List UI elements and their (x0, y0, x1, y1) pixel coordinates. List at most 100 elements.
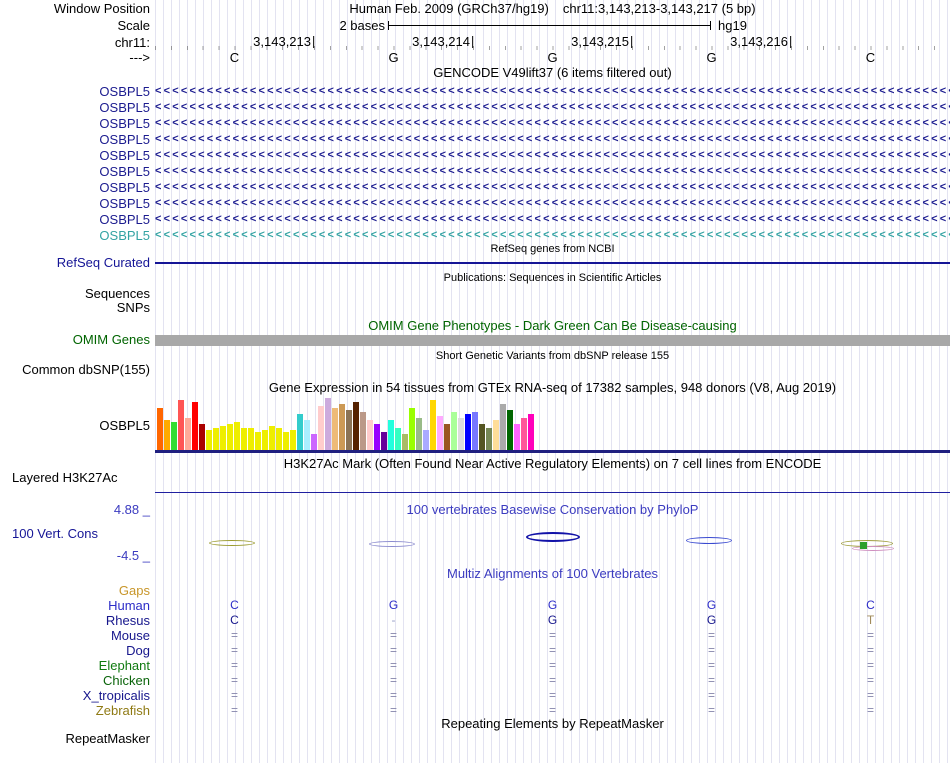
gene-label[interactable]: OSBPL5 (99, 228, 150, 243)
gene-row[interactable]: OSBPL5 <<<<<<<<<<<<<<<<<<<<<<<<<<<<<<<<<<… (0, 116, 950, 132)
gene-label[interactable]: OSBPL5 (99, 212, 150, 227)
gtex-tissue-bar[interactable] (458, 418, 464, 450)
gtex-tissue-bar[interactable] (248, 428, 254, 450)
gtex-tissue-bar[interactable] (374, 424, 380, 450)
gtex-tissue-bar[interactable] (262, 430, 268, 450)
gtex-tissue-bar[interactable] (192, 402, 198, 450)
gtex-tissue-bar[interactable] (339, 404, 345, 450)
gene-label[interactable]: OSBPL5 (99, 132, 150, 147)
species-label[interactable]: Zebrafish (95, 703, 150, 718)
gene-row[interactable]: OSBPL5 <<<<<<<<<<<<<<<<<<<<<<<<<<<<<<<<<<… (0, 132, 950, 148)
gtex-tissue-bar[interactable] (367, 420, 373, 450)
multiz-title[interactable]: Multiz Alignments of 100 Vertebrates (446, 566, 658, 581)
gtex-tissue-bar[interactable] (381, 432, 387, 450)
gene-label[interactable]: OSBPL5 (99, 100, 150, 115)
species-label[interactable]: Human (108, 598, 150, 613)
multiz-row-chicken[interactable]: Chicken = = = = = (0, 673, 950, 688)
gtex-tissue-bar[interactable] (388, 420, 394, 450)
gtex-tissue-bar[interactable] (276, 428, 282, 450)
species-label[interactable]: Chicken (103, 673, 150, 688)
gtex-tissue-bar[interactable] (416, 418, 422, 450)
gtex-tissue-bar[interactable] (346, 410, 352, 450)
multiz-row-mouse[interactable]: Mouse = = = = = (0, 628, 950, 643)
gene-label[interactable]: OSBPL5 (99, 116, 150, 131)
gtex-tissue-bar[interactable] (437, 416, 443, 450)
gene-label[interactable]: OSBPL5 (99, 84, 150, 99)
gtex-tissue-bar[interactable] (199, 424, 205, 450)
gtex-tissue-bar[interactable] (164, 420, 170, 450)
multiz-row-zebrafish[interactable]: Zebrafish = = = = = (0, 703, 950, 718)
refseq-title[interactable]: RefSeq genes from NCBI (490, 243, 615, 255)
gtex-tissue-bar[interactable] (465, 414, 471, 450)
snps-label[interactable]: SNPs (116, 300, 150, 315)
gene-label[interactable]: OSBPL5 (99, 148, 150, 163)
publications-title[interactable]: Publications: Sequences in Scientific Ar… (443, 272, 662, 284)
gtex-tissue-bar[interactable] (479, 424, 485, 450)
gtex-chart[interactable] (155, 395, 950, 450)
gtex-tissue-bar[interactable] (395, 428, 401, 450)
h3k27ac-title[interactable]: H3K27Ac Mark (Often Found Near Active Re… (283, 456, 822, 471)
gtex-tissue-bar[interactable] (402, 434, 408, 450)
gtex-title[interactable]: Gene Expression in 54 tissues from GTEx … (268, 380, 837, 395)
dbsnp-label[interactable]: Common dbSNP(155) (22, 362, 150, 377)
multiz-row-elephant[interactable]: Elephant = = = = = (0, 658, 950, 673)
gtex-tissue-bar[interactable] (500, 404, 506, 450)
gtex-tissue-bar[interactable] (234, 422, 240, 450)
gtex-tissue-bar[interactable] (528, 414, 534, 450)
sequences-label[interactable]: Sequences (84, 286, 150, 301)
gtex-tissue-bar[interactable] (521, 418, 527, 450)
gtex-tissue-bar[interactable] (325, 398, 331, 450)
gtex-tissue-bar[interactable] (353, 402, 359, 450)
gene-row[interactable]: OSBPL5 <<<<<<<<<<<<<<<<<<<<<<<<<<<<<<<<<<… (0, 228, 950, 244)
omim-title[interactable]: OMIM Gene Phenotypes - Dark Green Can Be… (368, 318, 737, 333)
gtex-tissue-bar[interactable] (360, 412, 366, 450)
gtex-tissue-bar[interactable] (269, 426, 275, 450)
gtex-tissue-bar[interactable] (486, 428, 492, 450)
refseq-curated-label[interactable]: RefSeq Curated (56, 255, 150, 270)
species-label[interactable]: Dog (126, 643, 150, 658)
multiz-row-rhesus[interactable]: Rhesus C - G G T (0, 613, 950, 628)
gtex-tissue-bar[interactable] (304, 420, 310, 450)
multiz-row-dog[interactable]: Dog = = = = = (0, 643, 950, 658)
gtex-tissue-bar[interactable] (430, 400, 436, 450)
species-label[interactable]: Mouse (110, 628, 150, 643)
species-label[interactable]: Elephant (98, 658, 150, 673)
gtex-tissue-bar[interactable] (472, 412, 478, 450)
gtex-tissue-bar[interactable] (514, 424, 520, 450)
gtex-tissue-bar[interactable] (227, 424, 233, 450)
gtex-tissue-bar[interactable] (451, 412, 457, 450)
gtex-tissue-bar[interactable] (332, 408, 338, 450)
gtex-tissue-bar[interactable] (444, 424, 450, 450)
species-label[interactable]: Gaps (118, 583, 150, 598)
gtex-tissue-bar[interactable] (318, 406, 324, 450)
gtex-tissue-bar[interactable] (206, 430, 212, 450)
dbsnp-title[interactable]: Short Genetic Variants from dbSNP releas… (435, 350, 670, 362)
gtex-tissue-bar[interactable] (171, 422, 177, 450)
gtex-tissue-bar[interactable] (311, 434, 317, 450)
gtex-tissue-bar[interactable] (220, 426, 226, 450)
multiz-row-gaps[interactable]: Gaps (0, 583, 950, 598)
gene-row[interactable]: OSBPL5 <<<<<<<<<<<<<<<<<<<<<<<<<<<<<<<<<<… (0, 84, 950, 100)
gene-label[interactable]: OSBPL5 (99, 196, 150, 211)
gene-row[interactable]: OSBPL5 <<<<<<<<<<<<<<<<<<<<<<<<<<<<<<<<<<… (0, 100, 950, 116)
conservation-title[interactable]: 100 vertebrates Basewise Conservation by… (406, 502, 699, 517)
gene-label[interactable]: OSBPL5 (99, 164, 150, 179)
gtex-tissue-bar[interactable] (178, 400, 184, 450)
gtex-tissue-bar[interactable] (213, 428, 219, 450)
multiz-row-x_tropicalis[interactable]: X_tropicalis = = = = = (0, 688, 950, 703)
conservation-label[interactable]: 100 Vert. Cons (12, 526, 98, 541)
species-label[interactable]: X_tropicalis (82, 688, 150, 703)
gene-row[interactable]: OSBPL5 <<<<<<<<<<<<<<<<<<<<<<<<<<<<<<<<<<… (0, 164, 950, 180)
gene-row[interactable]: OSBPL5 <<<<<<<<<<<<<<<<<<<<<<<<<<<<<<<<<<… (0, 180, 950, 196)
h3k27ac-label[interactable]: Layered H3K27Ac (12, 470, 118, 485)
gtex-tissue-bar[interactable] (255, 432, 261, 450)
gencode-title[interactable]: GENCODE V49lift37 (6 items filtered out) (433, 65, 672, 80)
gtex-tissue-bar[interactable] (185, 418, 191, 450)
gene-row[interactable]: OSBPL5 <<<<<<<<<<<<<<<<<<<<<<<<<<<<<<<<<<… (0, 196, 950, 212)
gtex-tissue-bar[interactable] (283, 432, 289, 450)
gtex-tissue-bar[interactable] (241, 428, 247, 450)
gene-label[interactable]: OSBPL5 (99, 180, 150, 195)
gene-row[interactable]: OSBPL5 <<<<<<<<<<<<<<<<<<<<<<<<<<<<<<<<<<… (0, 148, 950, 164)
repeatmasker-title[interactable]: Repeating Elements by RepeatMasker (441, 716, 664, 731)
gtex-track-label[interactable]: OSBPL5 (99, 418, 150, 433)
